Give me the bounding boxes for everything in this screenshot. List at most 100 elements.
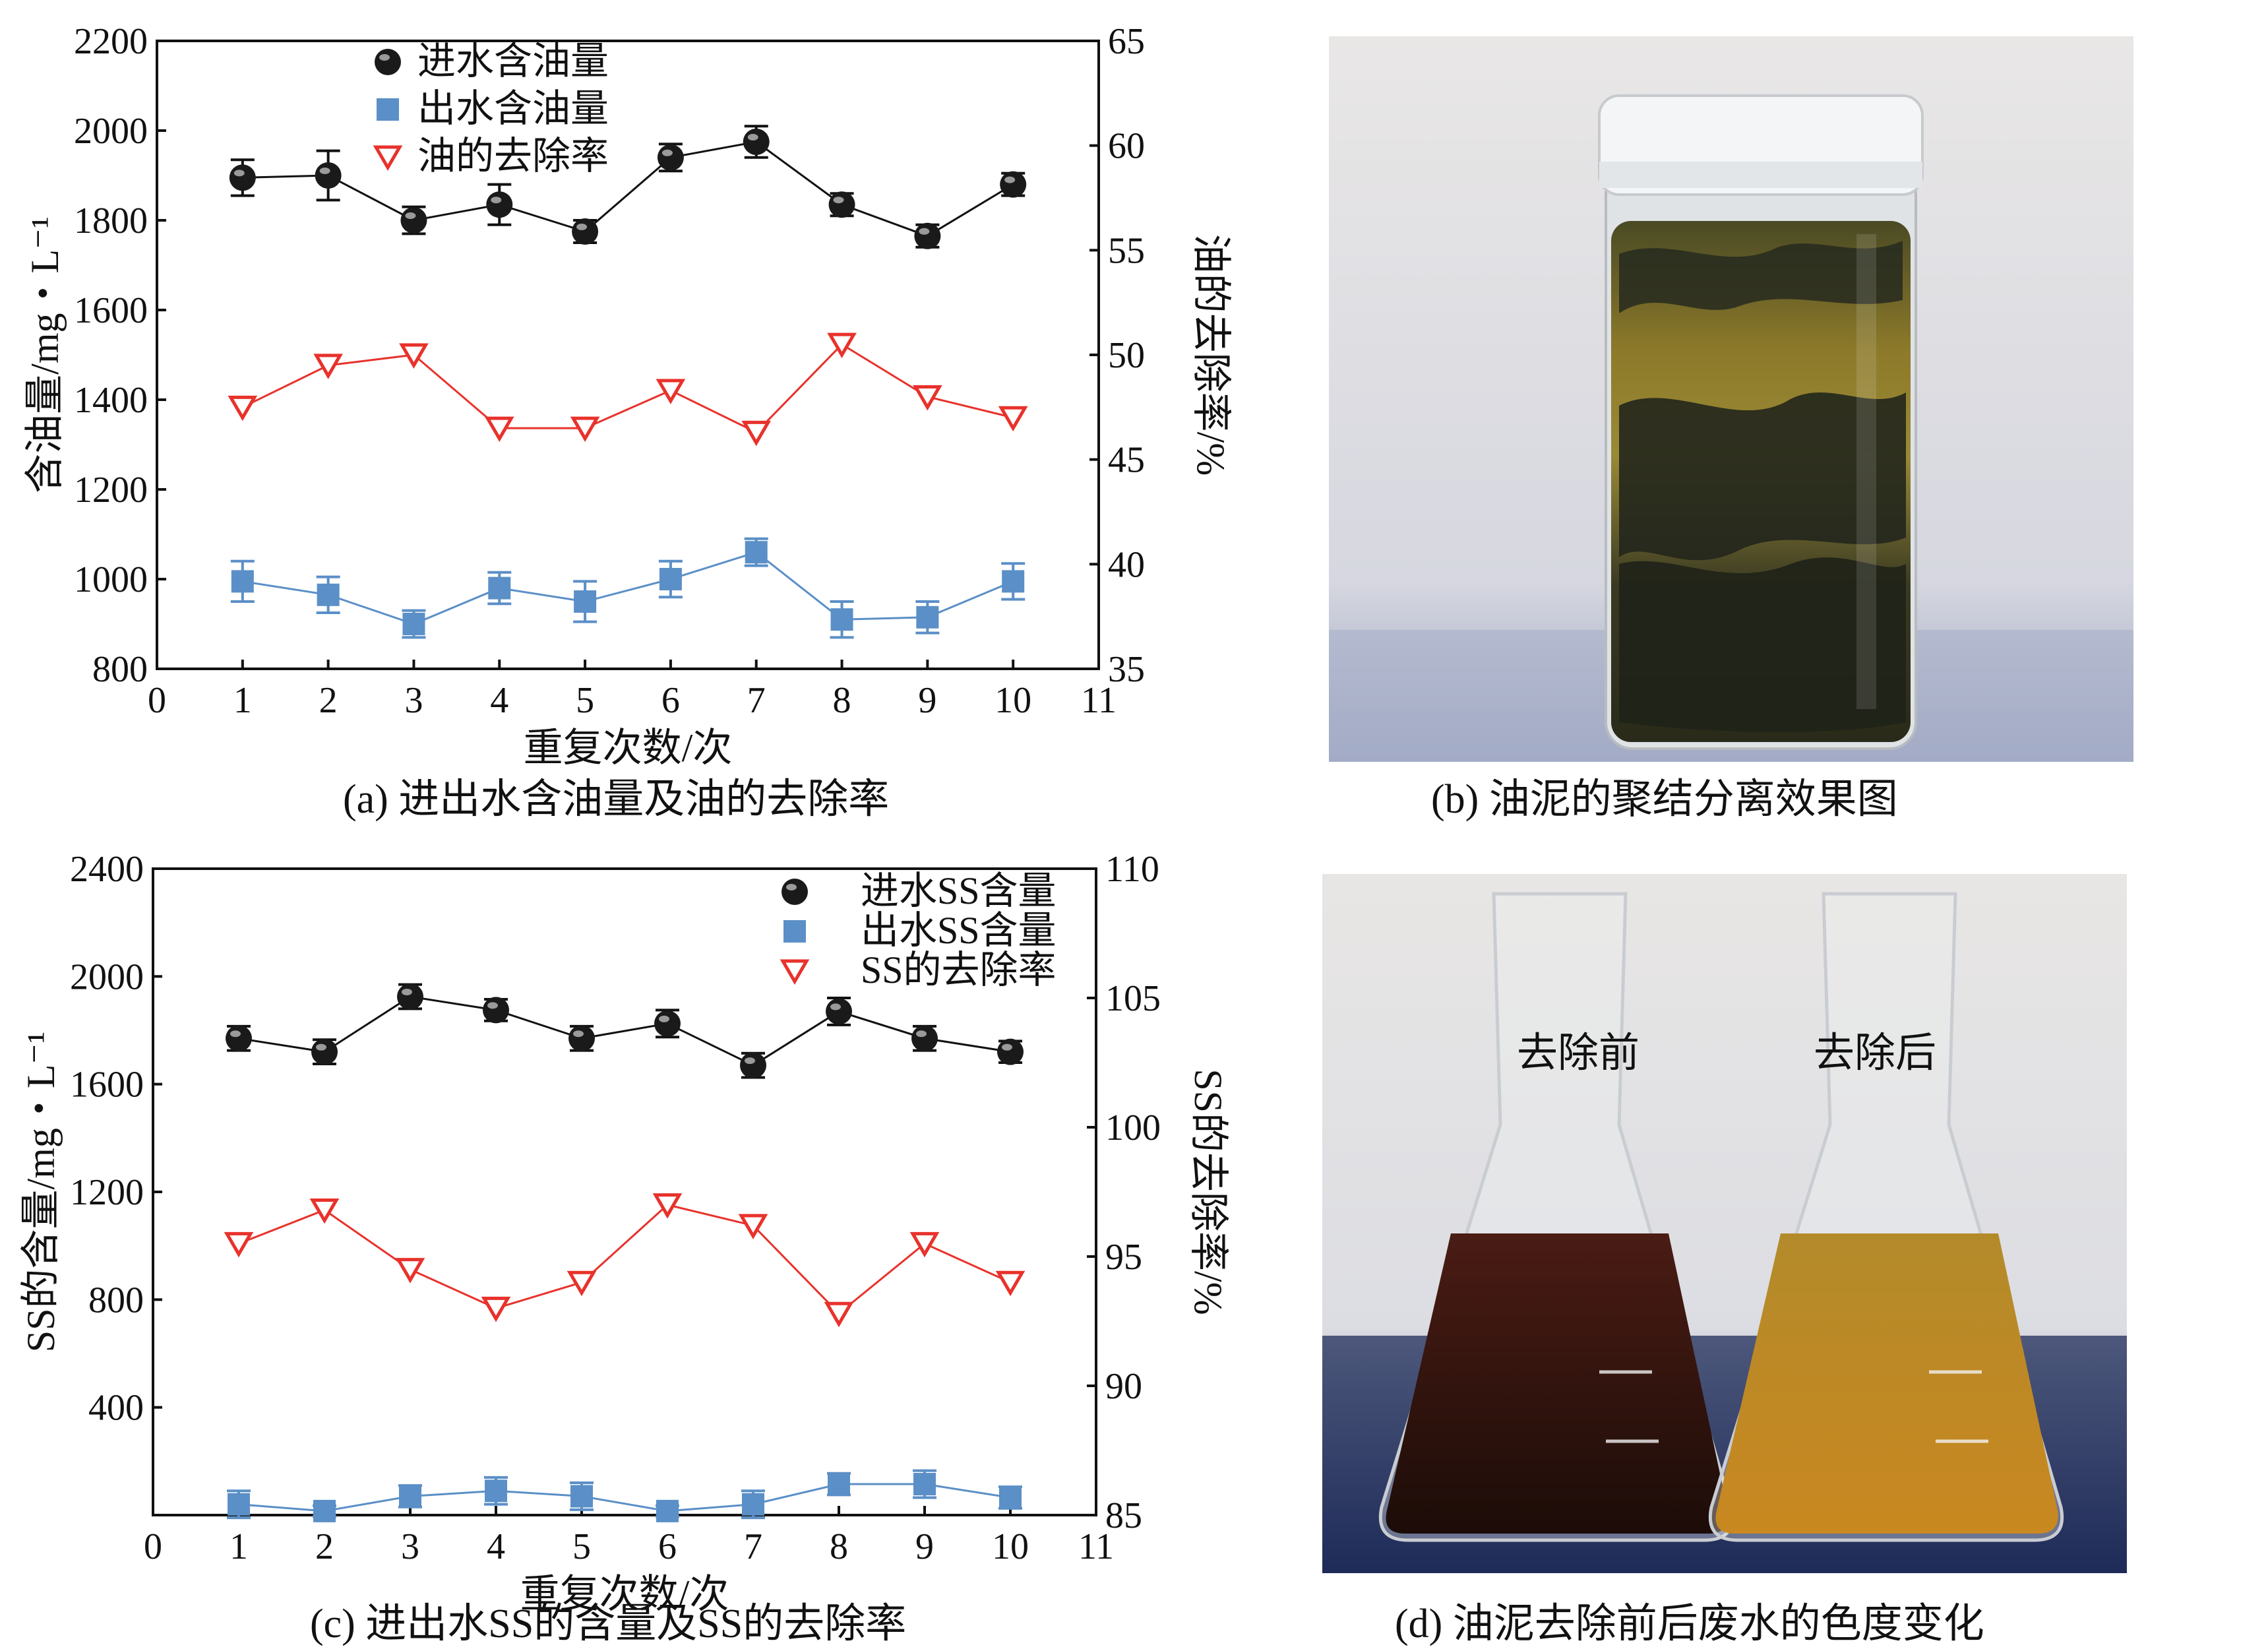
data-point xyxy=(570,416,600,443)
x-tick-label: 8 xyxy=(833,680,851,721)
data-point xyxy=(224,1231,254,1258)
data-point xyxy=(998,406,1028,432)
data-point-highlight xyxy=(402,988,412,995)
data-point xyxy=(909,1231,940,1258)
y2-tick-label: 100 xyxy=(1105,1107,1161,1148)
data-point xyxy=(313,1499,336,1522)
data-point-highlight xyxy=(745,1057,755,1065)
series-line-2 xyxy=(238,1483,1011,1512)
photo-flasks xyxy=(1322,874,2127,1573)
x-tick-label: 10 xyxy=(995,680,1031,721)
y-tick-label: 800 xyxy=(92,649,148,690)
data-point-highlight xyxy=(405,212,416,219)
data-point xyxy=(483,997,509,1024)
data-point xyxy=(1002,570,1025,593)
y2-tick-label: 90 xyxy=(1105,1366,1142,1407)
y2-tick-label: 65 xyxy=(1108,21,1145,62)
y-axis-label: SS的含量/mg・L⁻¹ xyxy=(19,1032,63,1352)
data-point xyxy=(654,1010,681,1037)
x-tick-label: 4 xyxy=(490,680,508,721)
data-point xyxy=(313,354,343,379)
data-point xyxy=(481,1296,511,1322)
data-point-highlight xyxy=(316,1043,326,1051)
data-point xyxy=(574,590,597,613)
data-point xyxy=(400,207,427,233)
x-tick-label: 0 xyxy=(148,680,166,721)
data-point xyxy=(826,998,852,1025)
data-point xyxy=(1000,171,1027,198)
data-point-highlight xyxy=(233,170,245,177)
data-point xyxy=(827,332,857,359)
legend-label: 出水SS含量 xyxy=(861,909,1057,952)
data-point xyxy=(402,613,425,635)
x-tick-label: 8 xyxy=(830,1526,848,1567)
data-point-highlight xyxy=(487,1002,498,1009)
x-tick-label: 4 xyxy=(487,1526,505,1567)
x-axis-label: 重复次数/次 xyxy=(520,1572,729,1616)
data-point xyxy=(738,1214,768,1239)
y-axis-label: 含油量/mg・L⁻¹ xyxy=(23,216,67,493)
legend-marker xyxy=(377,98,399,121)
y2-tick-label: 45 xyxy=(1108,440,1145,481)
x-tick-label: 6 xyxy=(658,1526,677,1567)
data-point xyxy=(656,379,686,404)
caption-d: (d) 油泥去除前后废水的色度变化 xyxy=(1395,1602,1984,1646)
data-point xyxy=(741,420,772,447)
legend-label: 进水SS含量 xyxy=(861,869,1057,912)
y2-tick-label: 40 xyxy=(1108,544,1145,585)
plot-frame xyxy=(156,40,1100,670)
chart-a: 0 1 2 3 4 5 6 7 8 9 10 1180010001200140016001800200… xyxy=(23,21,1233,770)
data-point xyxy=(913,385,942,411)
data-point xyxy=(914,222,941,249)
x-tick-label: 10 xyxy=(992,1526,1029,1567)
x-tick-label: 6 xyxy=(661,680,680,721)
legend-label: 出水含油量 xyxy=(417,87,609,130)
data-point xyxy=(395,1258,425,1284)
y2-axis-label: 油的去除率/% xyxy=(1189,234,1233,476)
legend-marker-highlight xyxy=(379,54,390,61)
y-tick-label: 2200 xyxy=(74,21,148,62)
data-point xyxy=(488,576,511,600)
x-tick-label: 1 xyxy=(233,680,252,721)
label-after: 去除后 xyxy=(1814,1031,1937,1076)
data-point xyxy=(567,1270,597,1297)
data-point-highlight xyxy=(747,134,758,140)
x-tick-label: 9 xyxy=(918,680,936,721)
data-point xyxy=(740,1052,766,1079)
y-tick-label: 1200 xyxy=(74,470,148,511)
x-tick-label: 7 xyxy=(747,680,766,721)
data-point xyxy=(315,162,342,189)
caption-b: (b) 油泥的聚结分离效果图 xyxy=(1431,777,1898,822)
data-point xyxy=(399,1485,421,1508)
data-point xyxy=(828,1473,850,1496)
x-tick-label: 11 xyxy=(1078,1526,1114,1567)
x-tick-label: 0 xyxy=(144,1526,162,1567)
data-point xyxy=(228,395,258,421)
photo-oil-sludge-jar xyxy=(1329,36,2133,762)
data-point xyxy=(652,1193,683,1219)
data-point xyxy=(231,570,254,593)
data-point xyxy=(570,1485,593,1508)
data-point-highlight xyxy=(661,149,673,156)
series-line-1 xyxy=(242,140,1014,237)
x-tick-label: 2 xyxy=(315,1526,334,1567)
legend-marker xyxy=(373,145,403,171)
legend-marker-highlight xyxy=(786,884,797,890)
data-point xyxy=(311,1038,338,1065)
data-point xyxy=(484,416,514,443)
y-tick-label: 1600 xyxy=(70,1065,144,1105)
chart-c: 0 1 2 3 4 5 6 7 8 9 10 11 400 800 1200 1600 2000 2400 85 90… xyxy=(19,849,1230,1616)
data-point xyxy=(572,218,599,245)
data-point xyxy=(486,191,513,218)
x-tick-label: 3 xyxy=(401,1526,419,1567)
data-point-highlight xyxy=(230,1030,241,1038)
y-tick-label: 400 xyxy=(88,1388,144,1429)
data-point xyxy=(995,1270,1026,1297)
data-point-highlight xyxy=(1004,176,1016,183)
x-tick-label: 5 xyxy=(572,1526,591,1567)
y2-tick-label: 85 xyxy=(1105,1495,1142,1536)
data-point xyxy=(824,1301,854,1328)
x-tick-label: 9 xyxy=(915,1526,934,1567)
data-point xyxy=(830,608,853,631)
legend-label: 进水含油量 xyxy=(417,40,609,82)
